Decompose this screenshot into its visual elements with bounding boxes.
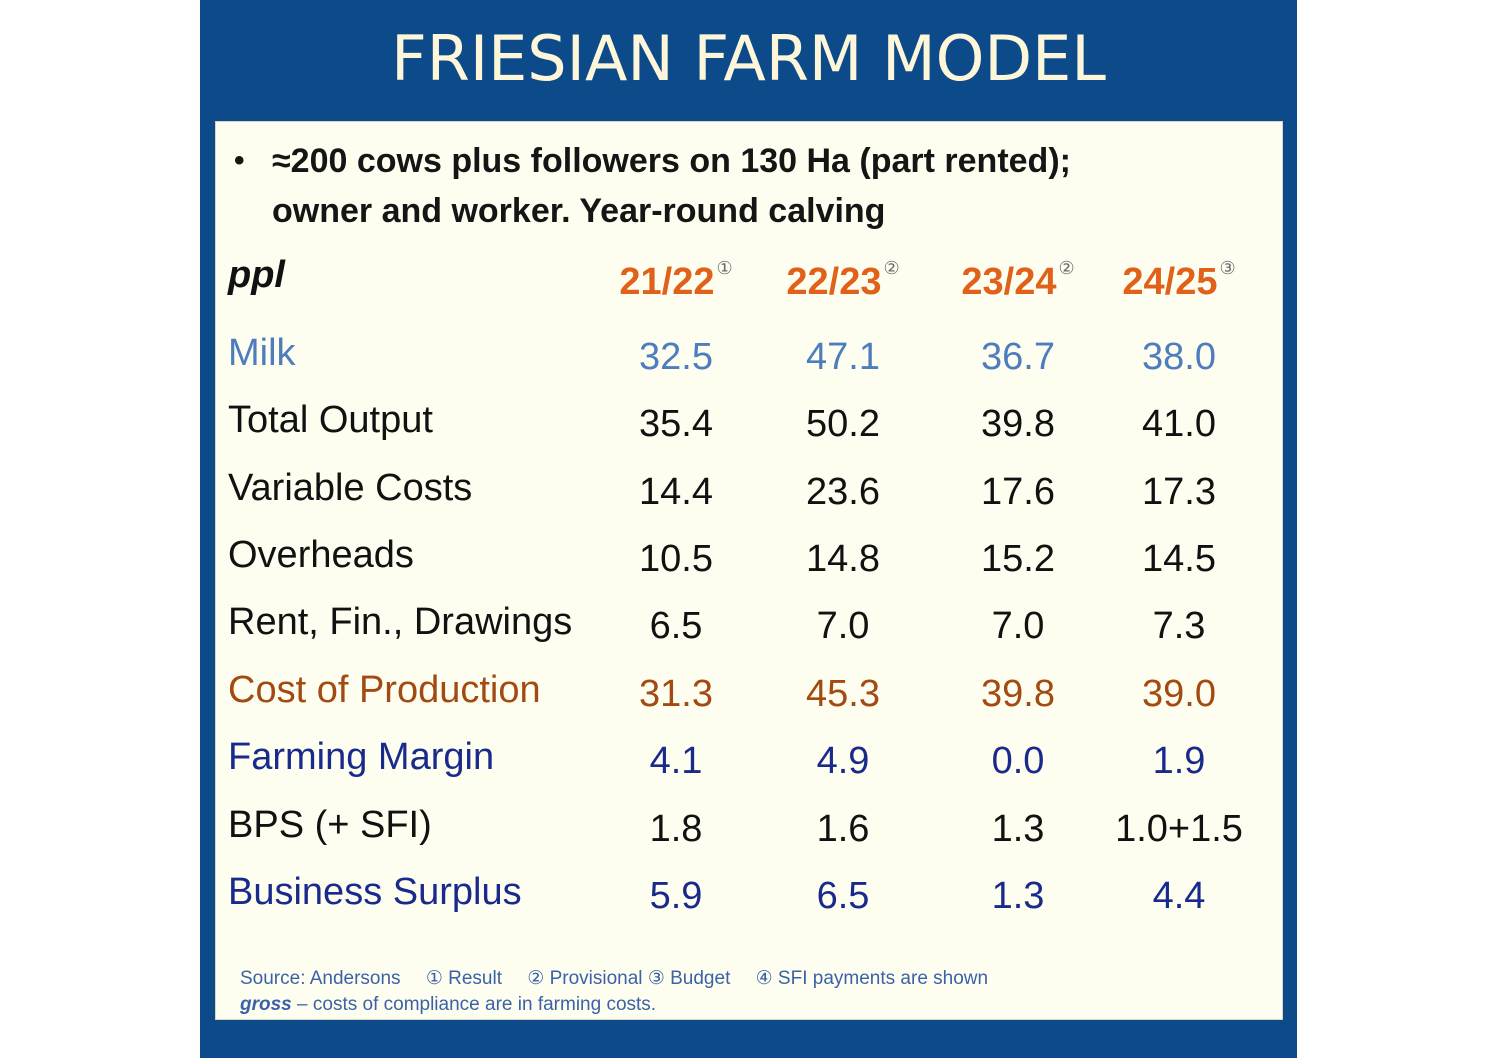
- column-header-2122: 21/22 ①: [619, 258, 733, 303]
- cell-value: 50.2: [806, 403, 880, 445]
- row-label: Milk: [228, 332, 296, 374]
- table-row-overheads: Overheads 10.5 14.8 15.2 14.5: [216, 534, 1282, 594]
- footnote-source: Source: Andersons: [240, 968, 401, 989]
- bullet-marker: •: [234, 144, 245, 177]
- bullet-text-line1: ≈200 cows plus followers on 130 Ha (part…: [272, 142, 1071, 180]
- table-row-business-surplus: Business Surplus 5.9 6.5 1.3 4.4: [216, 871, 1282, 931]
- note-marker: ②: [883, 258, 900, 278]
- cell-value: 4.4: [1152, 875, 1206, 917]
- cell-value: 36.7: [981, 336, 1055, 378]
- table-row-farming-margin: Farming Margin 4.1 4.9 0.0 1.9: [216, 736, 1282, 796]
- cell-value: 47.1: [806, 336, 880, 378]
- cell-value: 6.5: [649, 605, 703, 647]
- cell-value: 14.4: [639, 471, 713, 513]
- column-header-2425: 24/25 ③: [1122, 258, 1236, 303]
- footnote-gross: gross: [240, 994, 292, 1015]
- cell-value: 0.0: [991, 740, 1045, 782]
- row-label: Cost of Production: [228, 669, 541, 711]
- cell-value: 1.0+1.5: [1115, 808, 1243, 850]
- footnote-note2: ② Provisional: [527, 968, 643, 989]
- row-label: Variable Costs: [228, 467, 473, 509]
- footnote-note1: ① Result: [425, 968, 502, 989]
- table-row-bps-sfi: BPS (+ SFI) 1.8 1.6 1.3 1.0+1.5: [216, 804, 1282, 864]
- cell-value: 7.3: [1152, 605, 1206, 647]
- cell-value: 1.3: [991, 808, 1045, 850]
- cell-value: 38.0: [1142, 336, 1216, 378]
- table-row-cost-of-production: Cost of Production 31.3 45.3 39.8 39.0: [216, 669, 1282, 729]
- cell-value: 17.3: [1142, 471, 1216, 513]
- cell-value: 1.6: [816, 808, 870, 850]
- unit-label: ppl: [228, 254, 285, 296]
- footnote-note4: ④ SFI payments are shown: [755, 968, 989, 989]
- cell-value: 23.6: [806, 471, 880, 513]
- cell-value: 14.5: [1142, 538, 1216, 580]
- cell-value: 39.8: [981, 403, 1055, 445]
- cell-value: 1.3: [991, 875, 1045, 917]
- footnote: Source: Andersons ① Result ② Provisional…: [240, 966, 1270, 1018]
- row-label: Overheads: [228, 534, 414, 576]
- cell-value: 10.5: [639, 538, 713, 580]
- row-label: BPS (+ SFI): [228, 804, 432, 846]
- table-row-total-output: Total Output 35.4 50.2 39.8 41.0: [216, 399, 1282, 459]
- footnote-line1: Source: Andersons ① Result ② Provisional…: [240, 966, 1270, 992]
- bullet-point: • ≈200 cows plus followers on 130 Ha (pa…: [234, 136, 1274, 236]
- cell-value: 45.3: [806, 673, 880, 715]
- content-panel: • ≈200 cows plus followers on 130 Ha (pa…: [215, 121, 1283, 1020]
- cell-value: 17.6: [981, 471, 1055, 513]
- cell-value: 14.8: [806, 538, 880, 580]
- cell-value: 39.8: [981, 673, 1055, 715]
- row-label: Rent, Fin., Drawings: [228, 601, 573, 643]
- row-label: Farming Margin: [228, 736, 495, 778]
- table-row-milk: Milk 32.5 47.1 36.7 38.0: [216, 332, 1282, 392]
- cell-value: 5.9: [649, 875, 703, 917]
- cell-value: 7.0: [816, 605, 870, 647]
- cell-value: 1.9: [1152, 740, 1206, 782]
- note-marker: ②: [1058, 258, 1075, 278]
- table-row-rent-fin-drawings: Rent, Fin., Drawings 6.5 7.0 7.0 7.3: [216, 601, 1282, 661]
- row-label: Total Output: [228, 399, 433, 441]
- column-header-2223: 22/23 ②: [786, 258, 900, 303]
- cell-value: 6.5: [816, 875, 870, 917]
- cell-value: 31.3: [639, 673, 713, 715]
- slide-frame: FRIESIAN FARM MODEL • ≈200 cows plus fol…: [200, 0, 1297, 1058]
- bullet-text-line2: owner and worker. Year-round calving: [272, 192, 886, 230]
- row-label: Business Surplus: [228, 871, 522, 913]
- slide-title: FRIESIAN FARM MODEL: [391, 22, 1106, 95]
- table-row-variable-costs: Variable Costs 14.4 23.6 17.6 17.3: [216, 467, 1282, 527]
- cell-value: 35.4: [639, 403, 713, 445]
- column-header-2324: 23/24 ②: [961, 258, 1075, 303]
- footnote-line2: gross – costs of compliance are in farmi…: [240, 992, 1270, 1018]
- note-marker: ③: [1219, 258, 1236, 278]
- cell-value: 15.2: [981, 538, 1055, 580]
- cell-value: 4.9: [816, 740, 870, 782]
- cell-value: 32.5: [639, 336, 713, 378]
- cell-value: 4.1: [649, 740, 703, 782]
- cell-value: 39.0: [1142, 673, 1216, 715]
- cell-value: 7.0: [991, 605, 1045, 647]
- cell-value: 1.8: [649, 808, 703, 850]
- note-marker: ①: [716, 258, 733, 278]
- footnote-note3: ③ Budget: [647, 968, 731, 989]
- table-header-row: ppl 21/22 ① 22/23 ② 23/24 ② 24/25 ③: [216, 254, 1282, 314]
- cell-value: 41.0: [1142, 403, 1216, 445]
- footnote-line2-text: – costs of compliance are in farming cos…: [291, 994, 657, 1015]
